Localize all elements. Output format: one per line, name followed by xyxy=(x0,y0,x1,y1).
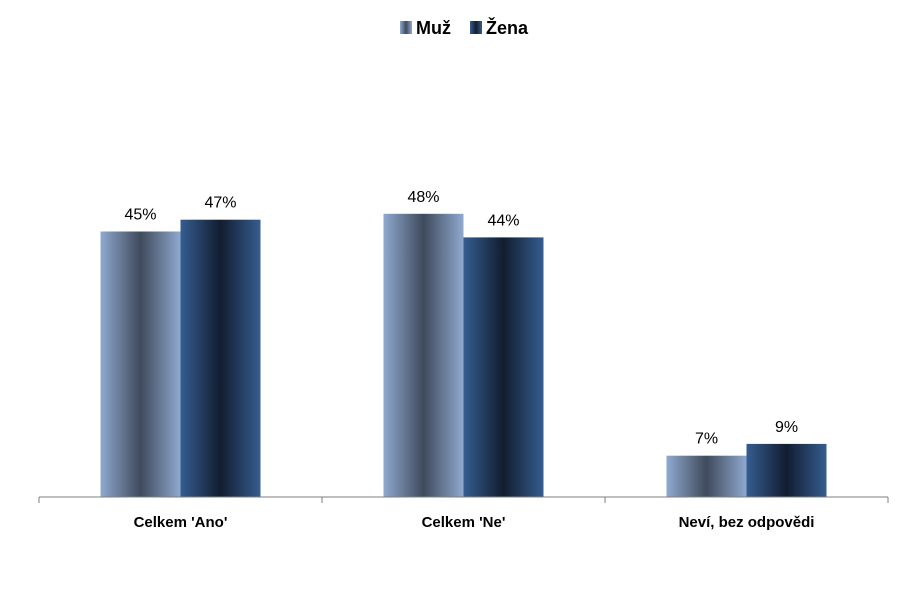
legend-item: Muž xyxy=(400,18,451,38)
data-label: 47% xyxy=(204,195,236,212)
legend-item: Žena xyxy=(470,17,529,38)
bar-muz xyxy=(383,213,464,498)
bar-zena xyxy=(746,443,827,497)
data-labels: 45% 47% 48% 44% 7% 9% xyxy=(124,189,798,448)
x-axis-labels: Celkem 'Ano' Celkem 'Ne' Neví, bez odpověd… xyxy=(134,514,815,531)
legend-swatch xyxy=(470,21,482,34)
bar-muz xyxy=(666,455,747,497)
legend-label: Muž xyxy=(416,18,451,38)
bar-muz xyxy=(100,231,181,497)
data-label: 45% xyxy=(124,207,156,224)
category-label: Celkem 'Ano' xyxy=(134,514,228,531)
bar-zena xyxy=(463,237,544,497)
bar-zena xyxy=(180,219,261,497)
data-label: 7% xyxy=(695,431,718,448)
x-axis-ticks xyxy=(38,497,889,503)
category-label: Celkem 'Ne' xyxy=(422,514,506,531)
bars xyxy=(100,213,827,498)
legend: Muž Žena xyxy=(400,17,529,38)
data-label: 48% xyxy=(407,189,439,206)
data-label: 9% xyxy=(775,419,798,436)
legend-swatch xyxy=(400,21,412,34)
legend-label: Žena xyxy=(486,17,529,38)
data-label: 44% xyxy=(487,212,519,229)
category-label: Neví, bez odpovědi xyxy=(679,514,815,531)
